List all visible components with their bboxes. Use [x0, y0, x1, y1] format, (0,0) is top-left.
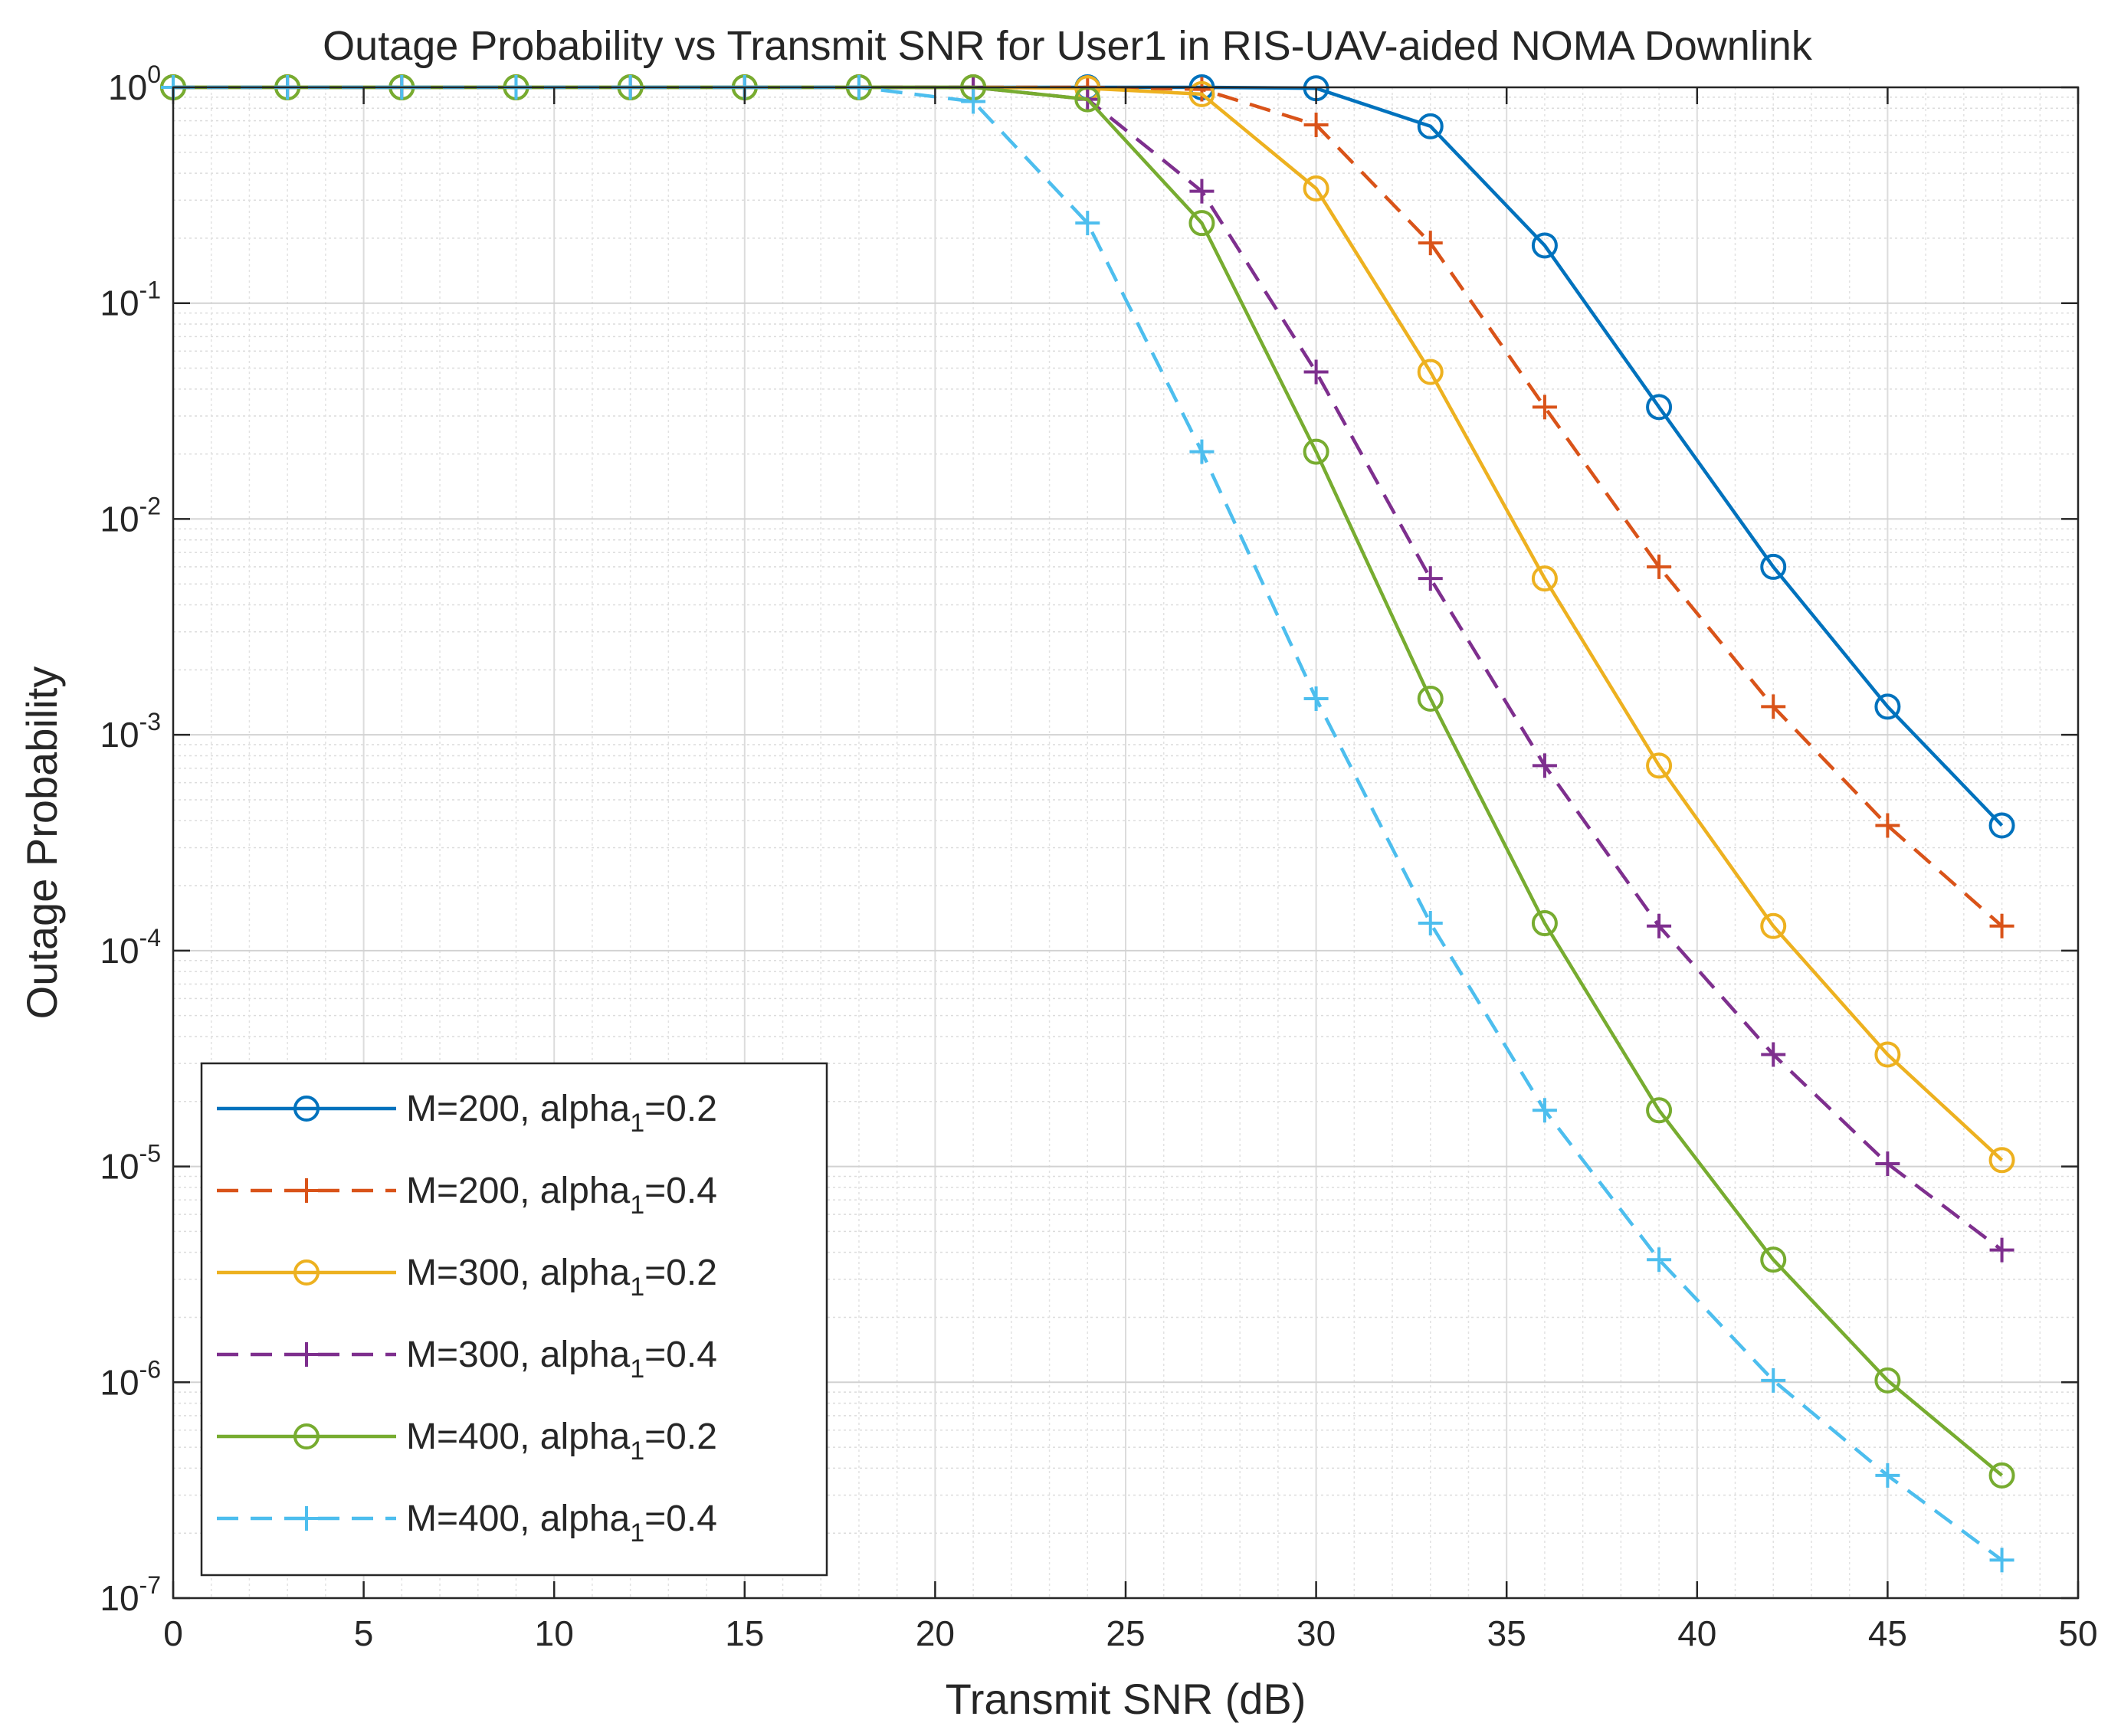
x-tick-label: 0 — [163, 1613, 183, 1653]
data-point — [1875, 1462, 1900, 1488]
legend-marker — [294, 1506, 319, 1531]
legend: M=200, alpha1=0.2 M=200, alpha1=0.4 M=300,… — [200, 1062, 828, 1577]
data-point — [1647, 1247, 1672, 1273]
y-tick-label: 10-3 — [100, 708, 161, 755]
data-point — [1989, 913, 2014, 938]
x-tick-label: 10 — [535, 1613, 574, 1653]
data-point — [1988, 1462, 2015, 1489]
data-point — [1761, 694, 1786, 719]
y-tick-label: 10-4 — [100, 924, 161, 971]
legend-box — [200, 1062, 828, 1577]
legend-marker — [293, 1259, 320, 1286]
data-point — [1531, 232, 1558, 259]
y-tick-label: 10-5 — [100, 1140, 161, 1187]
data-point — [1417, 359, 1444, 385]
data-point — [1875, 813, 1900, 838]
legend-label: M=300, alpha1=0.2 — [406, 1253, 717, 1302]
data-point — [1874, 1367, 1901, 1394]
x-tick-label: 20 — [916, 1613, 955, 1653]
data-point — [1417, 686, 1444, 712]
legend-entry-4: M=300, alpha1=0.4 — [217, 1335, 717, 1384]
data-point — [1303, 438, 1329, 465]
y-axis-label: Outage Probability — [18, 667, 66, 1020]
data-point — [1646, 1097, 1673, 1124]
data-point — [1531, 565, 1558, 592]
legend-entry-5: M=400, alpha1=0.2 — [217, 1417, 717, 1466]
x-tick-label: 40 — [1677, 1613, 1716, 1653]
data-point — [1646, 394, 1673, 421]
legend-marker — [294, 1178, 319, 1203]
y-tick-label: 10-6 — [100, 1355, 161, 1402]
data-point — [1303, 359, 1329, 385]
data-point — [1988, 1147, 2015, 1174]
data-point — [1303, 175, 1329, 201]
data-point — [1303, 112, 1329, 137]
data-point — [1532, 395, 1557, 420]
x-tick-label: 5 — [354, 1613, 374, 1653]
legend-label: M=400, alpha1=0.4 — [406, 1499, 717, 1548]
legend-marker — [294, 1342, 319, 1367]
chart-title: Outage Probability vs Transmit SNR for U… — [323, 23, 1813, 69]
data-point — [1418, 566, 1443, 591]
data-point — [1989, 1237, 2014, 1263]
data-point — [1532, 1098, 1557, 1123]
legend-marker — [293, 1423, 320, 1449]
data-point — [1760, 1246, 1787, 1273]
legend-entry-6: M=400, alpha1=0.4 — [217, 1499, 717, 1548]
data-point — [1647, 913, 1672, 938]
legend-label: M=200, alpha1=0.4 — [406, 1171, 717, 1220]
data-point — [1875, 1151, 1900, 1176]
x-tick-label: 45 — [1868, 1613, 1907, 1653]
y-tick-label: 10-2 — [100, 492, 161, 539]
data-point — [1874, 693, 1901, 720]
data-point — [1075, 211, 1100, 236]
data-point — [1418, 911, 1443, 936]
data-point — [961, 89, 986, 114]
axis-ticks: 0 5 10 15 20 25 30 35 40 45 50 100 10-1 10-2 10-3 10-4 1… — [100, 61, 2097, 1653]
legend-label: M=300, alpha1=0.4 — [406, 1335, 717, 1384]
legend-label: M=400, alpha1=0.2 — [406, 1417, 717, 1466]
data-point — [1760, 912, 1787, 939]
x-tick-label: 50 — [2058, 1613, 2097, 1653]
data-point — [1303, 686, 1329, 712]
legend-entry-3: M=300, alpha1=0.2 — [217, 1253, 717, 1302]
legend-entry-1: M=200, alpha1=0.2 — [217, 1089, 717, 1138]
data-point — [1417, 113, 1444, 139]
x-axis-label: Transmit SNR (dB) — [946, 1675, 1306, 1723]
legend-label: M=200, alpha1=0.2 — [406, 1089, 717, 1138]
data-point — [1646, 752, 1673, 779]
data-point — [1532, 753, 1557, 778]
x-tick-label: 25 — [1106, 1613, 1145, 1653]
data-point — [1874, 1041, 1901, 1068]
data-point — [1189, 439, 1215, 464]
x-tick-label: 35 — [1487, 1613, 1526, 1653]
data-point — [1531, 910, 1558, 937]
data-point — [1189, 179, 1215, 204]
data-point — [1761, 1042, 1786, 1067]
y-tick-label: 10-1 — [100, 277, 161, 323]
data-point — [1760, 553, 1787, 580]
x-tick-label: 15 — [725, 1613, 764, 1653]
data-point — [1188, 80, 1215, 107]
data-point — [1188, 210, 1215, 237]
data-point — [1988, 812, 2015, 839]
data-point — [1989, 1548, 2014, 1573]
y-tick-label: 100 — [108, 61, 161, 107]
x-tick-label: 30 — [1297, 1613, 1336, 1653]
data-point — [1647, 554, 1672, 579]
data-point — [1189, 77, 1215, 102]
legend-entry-2: M=200, alpha1=0.4 — [217, 1171, 717, 1220]
y-tick-label: 10-7 — [100, 1571, 161, 1618]
data-point — [1418, 231, 1443, 256]
data-point — [1761, 1368, 1786, 1393]
legend-marker — [293, 1096, 320, 1122]
